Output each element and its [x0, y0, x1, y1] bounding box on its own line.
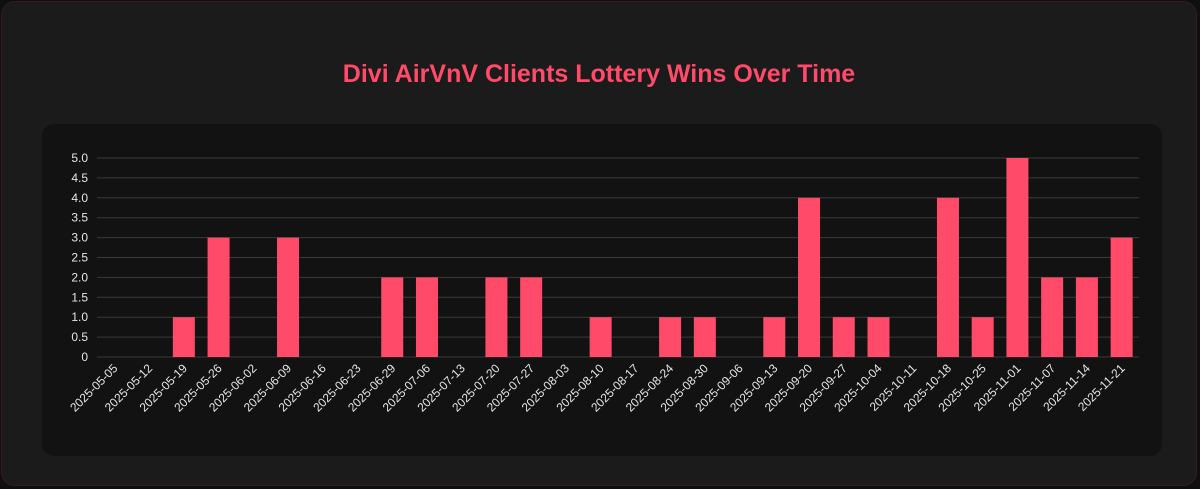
y-axis-labels: 0 0.5 1.0 1.5 2.0 2.5 3.0 3.5 4.0 4.5 5.0	[71, 151, 88, 364]
bar	[832, 317, 855, 357]
bar	[415, 277, 438, 357]
bar	[659, 317, 682, 357]
bar	[520, 277, 543, 357]
y-tick-label: 1.0	[71, 310, 88, 324]
bar	[589, 317, 612, 357]
bar	[798, 197, 821, 357]
bar	[277, 237, 300, 357]
y-tick-label: 3.0	[71, 231, 88, 245]
bar	[207, 237, 230, 357]
chart-title: Divi AirVnV Clients Lottery Wins Over Ti…	[342, 60, 856, 88]
bar	[693, 317, 716, 357]
bar	[936, 197, 959, 357]
bar	[1041, 277, 1064, 357]
bar	[381, 277, 404, 357]
x-axis-labels: 2025-05-052025-05-122025-05-192025-05-26…	[67, 361, 1128, 415]
bar	[971, 317, 994, 357]
y-tick-label: 5.0	[71, 151, 88, 165]
bar	[485, 277, 508, 357]
y-tick-label: 4.5	[71, 171, 88, 185]
y-tick-label: 3.5	[71, 211, 88, 225]
bar	[763, 317, 786, 357]
y-tick-label: 0.5	[71, 330, 88, 344]
bar	[1075, 277, 1098, 357]
bar	[1006, 158, 1029, 357]
y-tick-label: 1.5	[71, 290, 88, 304]
bar	[867, 317, 890, 357]
bar	[1110, 237, 1133, 357]
y-tick-label: 2.5	[71, 251, 88, 265]
bar	[172, 317, 195, 357]
y-tick-label: 2.0	[71, 270, 88, 284]
bars	[172, 158, 1133, 357]
y-tick-label: 4.0	[71, 191, 88, 205]
bar-chart: 0 0.5 1.0 1.5 2.0 2.5 3.0 3.5 4.0 4.5 5.0 2025-05-0…	[67, 151, 1139, 415]
chart-panel: 0 0.5 1.0 1.5 2.0 2.5 3.0 3.5 4.0 4.5 5.0 2025-05-0…	[42, 124, 1162, 456]
y-tick-label: 0	[81, 350, 88, 364]
y-gridlines	[97, 157, 1139, 358]
